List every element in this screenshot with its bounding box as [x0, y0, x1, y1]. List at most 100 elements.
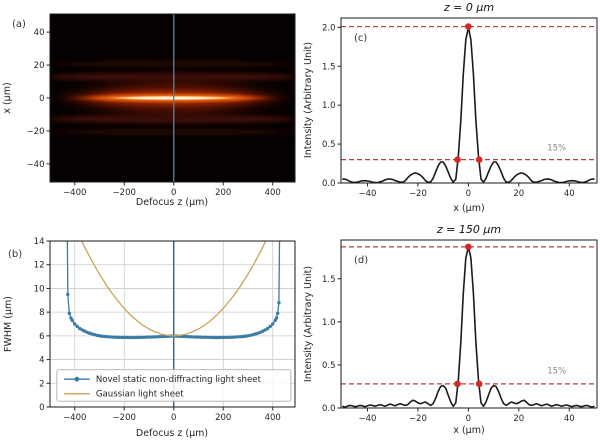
legend-box: [56, 369, 292, 402]
x-tick-label: 200: [215, 413, 231, 423]
series-marker: [271, 322, 275, 326]
series-marker: [132, 335, 136, 340]
x-tick-label: 0: [466, 189, 471, 199]
series-marker: [226, 335, 230, 339]
series-marker: [127, 335, 131, 340]
series-marker: [186, 334, 191, 339]
x-tick-label: −40: [359, 189, 377, 199]
y-tick-label: 0.0: [322, 179, 336, 189]
y-tick-label: 1.0: [322, 101, 336, 111]
y-axis-label: Intensity (Arbitrary Unit): [303, 42, 314, 158]
series-marker: [275, 311, 280, 316]
series-marker: [105, 334, 109, 339]
beam-core-white-hot: [108, 96, 237, 100]
y-tick-label: 4: [39, 356, 44, 366]
axes-frame: [340, 239, 598, 409]
axes-frame: [49, 240, 296, 408]
panel-letter: (d): [354, 255, 368, 266]
series-marker: [224, 335, 228, 340]
tick-labels: −40 −20 0 20 40 0.0 0.5 1.0 1.5: [322, 275, 575, 424]
legend-entry-label: Novel static non-diffracting light sheet: [96, 375, 262, 385]
series-marker: [134, 335, 139, 340]
panel-d-intensity-profile-z150: −40 −20 0 20 40 0.0 0.5 1.0 1.5 x (μm) Intensity (…: [303, 223, 598, 436]
x-tick-label: −200: [113, 188, 136, 198]
series-marker: [201, 335, 206, 339]
panel-letter: (a): [12, 19, 26, 30]
series-intensity-profile-at-z=150: [342, 246, 595, 408]
series-marker: [199, 335, 203, 339]
y-tick-label: 0: [39, 403, 44, 413]
panel-b-fwhm-vs-defocus: −400 −200 0 200 400 0 2 4 6 8 10 12 14 Defocus z (μm)…: [3, 237, 296, 439]
series-marker: [77, 326, 82, 331]
series-marker: [206, 335, 211, 340]
series-marker: [117, 335, 121, 339]
series-line: [80, 241, 267, 337]
legend: Novel static non-diffracting light sheet…: [56, 369, 292, 402]
y-tick-label: −40: [27, 160, 45, 170]
y-tick-label: 0.0: [322, 404, 336, 414]
series-marker: [277, 300, 281, 305]
highlight-dots: [454, 23, 483, 163]
series-marker: [263, 328, 268, 332]
y-tick-label: 0: [39, 94, 44, 104]
x-tick-label: 400: [265, 188, 281, 198]
panel-title: z = 150 μm: [436, 223, 501, 236]
highlight-dot: [475, 156, 483, 163]
x-tick-label: −20: [409, 189, 427, 199]
highlight-dot: [454, 156, 461, 163]
series-marker: [144, 335, 149, 339]
series-marker: [274, 316, 279, 320]
series-marker: [211, 335, 216, 340]
heatmap-image: [50, 14, 295, 182]
y-tick-label: 1.5: [322, 275, 336, 285]
series-intensity-profile-at-z=0: [342, 26, 595, 183]
series-marker: [209, 335, 213, 340]
tick-marks: [337, 278, 570, 412]
x-axis-label: x (μm): [453, 203, 484, 214]
tick-marks: [46, 240, 274, 411]
x-tick-label: 20: [513, 414, 524, 424]
faint-band-upper: [50, 60, 295, 68]
series-marker: [233, 335, 238, 339]
series-marker: [194, 335, 198, 339]
series-marker: [196, 335, 201, 339]
series-marker: [268, 324, 272, 329]
series-gaussian-light-sheet: [80, 241, 267, 337]
series-marker: [149, 335, 154, 339]
series-marker: [189, 335, 193, 339]
series-marker: [214, 335, 218, 340]
series-marker: [107, 335, 112, 339]
highlight-dot: [475, 380, 483, 388]
highlight-dot: [454, 380, 461, 388]
tick-marks: [46, 31, 274, 186]
y-tick-label: 0.5: [322, 361, 336, 371]
x-tick-label: 0: [171, 188, 176, 198]
axes-frame: [340, 17, 598, 184]
series-novel-static-non-diffracting-light-sheet: [66, 241, 281, 340]
series-marker: [238, 334, 243, 339]
panel-letter: (c): [354, 33, 367, 44]
panel-title: z = 0 μm: [443, 1, 494, 14]
x-axis-label: Defocus z (μm): [136, 197, 208, 208]
tick-labels: −40 −20 0 20 40 0.0 0.5 1.0 1.5 2.0: [322, 23, 575, 199]
series-marker: [139, 335, 144, 339]
tick-labels: −400 −200 0 200 400 0 2 4 6 8 10 12 14: [34, 237, 281, 423]
series-line: [342, 26, 595, 183]
series-marker: [67, 311, 72, 316]
series-marker: [70, 318, 74, 323]
series-marker: [112, 335, 117, 339]
series-marker: [152, 335, 156, 339]
series-marker: [110, 335, 114, 339]
highlight-dots: [454, 243, 483, 388]
series-marker: [162, 334, 166, 339]
series-marker: [216, 335, 220, 340]
panel-letter: (b): [8, 249, 22, 260]
y-axis-label: Intensity (Arbitrary Unit): [303, 266, 314, 382]
series-marker: [219, 335, 223, 340]
x-tick-label: −40: [359, 414, 377, 424]
tick-marks: [337, 26, 570, 187]
series-marker: [115, 335, 119, 339]
y-tick-label: 40: [34, 28, 45, 38]
series-marker: [241, 334, 245, 339]
